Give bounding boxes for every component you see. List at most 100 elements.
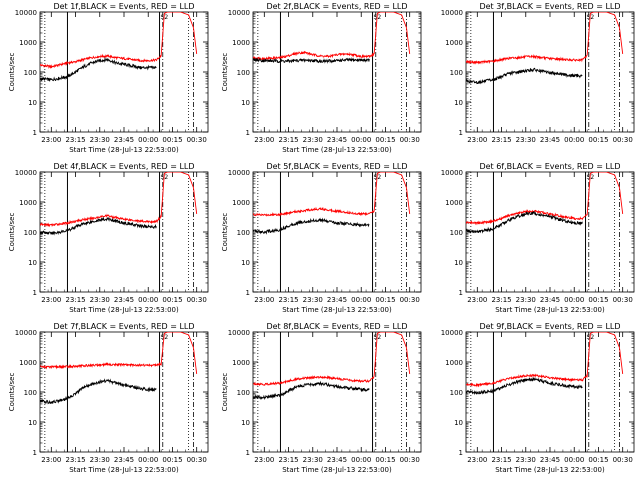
panel-title: Det 1f,BLACK = Events, RED = LLD [53, 2, 194, 11]
x-tick-label: 00:15 [375, 456, 395, 464]
x-tick-label: 23:45 [540, 296, 560, 304]
lld-series-line [466, 332, 624, 388]
x-tick-label: 00:30 [187, 296, 207, 304]
x-axis-label: Start Time (28-Jul-13 22:53:00) [495, 306, 605, 314]
y-tick-label: 100 [237, 389, 250, 397]
lld-series-line [466, 172, 624, 226]
y-tick-label: 1 [459, 129, 463, 137]
y-axis-label: Counts/sec [8, 53, 16, 92]
x-tick-label: 23:15 [65, 296, 85, 304]
y-tick-label: 100 [450, 69, 463, 77]
panel-title: Det 9f,BLACK = Events, RED = LLD [479, 322, 620, 331]
x-tick-label: 23:00 [467, 136, 487, 144]
y-tick-label: 1 [246, 289, 250, 297]
y-tick-label: 100 [24, 69, 37, 77]
x-tick-label: 23:30 [90, 456, 110, 464]
x-tick-label: 23:45 [114, 456, 134, 464]
lld-series-line [466, 12, 624, 65]
x-axis-label: Start Time (28-Jul-13 22:53:00) [282, 466, 392, 474]
x-tick-label: 00:15 [588, 136, 608, 144]
lld-series-line [40, 172, 198, 228]
y-axis-label: Counts/sec [221, 373, 229, 412]
x-tick-label: 00:00 [138, 136, 158, 144]
x-tick-label: 00:30 [187, 456, 207, 464]
x-tick-label: 00:15 [375, 136, 395, 144]
plot-frame [252, 331, 422, 453]
panel-title: Det 7f,BLACK = Events, RED = LLD [53, 322, 194, 331]
x-tick-label: 23:30 [516, 136, 536, 144]
y-tick-label: 1000 [232, 359, 250, 367]
y-tick-label: 1000 [19, 39, 37, 47]
y-tick-label: 10000 [228, 169, 250, 177]
y-tick-label: 1000 [19, 359, 37, 367]
x-tick-label: 23:45 [327, 296, 347, 304]
x-tick-label: 23:45 [540, 136, 560, 144]
y-tick-label: 10000 [441, 169, 463, 177]
y-tick-label: 1 [33, 449, 37, 457]
x-tick-label: 00:30 [613, 136, 633, 144]
x-tick-label: 00:15 [162, 296, 182, 304]
y-axis-label: Counts/sec [8, 213, 16, 252]
y-axis-label: Counts/sec [221, 53, 229, 92]
x-axis-label: Start Time (28-Jul-13 22:53:00) [282, 146, 392, 154]
y-tick-label: 100 [24, 229, 37, 237]
y-tick-label: 1000 [19, 199, 37, 207]
panel-det-1f: Det 1f,BLACK = Events, RED = LLDS2110100… [8, 2, 209, 154]
x-tick-label: 23:00 [254, 136, 274, 144]
x-tick-label: 23:30 [90, 136, 110, 144]
y-tick-label: 10 [28, 259, 37, 267]
events-series-line [40, 216, 157, 236]
x-tick-label: 00:00 [138, 456, 158, 464]
y-tick-label: 100 [237, 69, 250, 77]
events-series-line [253, 217, 370, 235]
panel-det-7f: Det 7f,BLACK = Events, RED = LLD S2 1 10 100… [8, 322, 209, 474]
x-tick-label: 23:30 [303, 136, 323, 144]
x-tick-label: 23:45 [327, 456, 347, 464]
events-series-line [253, 380, 370, 401]
x-tick-label: 23:15 [491, 296, 511, 304]
x-tick-label: 23:15 [65, 136, 85, 144]
events-series-line [466, 67, 583, 85]
y-tick-label: 1 [33, 289, 37, 297]
x-tick-label: 00:30 [613, 456, 633, 464]
y-tick-label: 10 [28, 99, 37, 107]
x-tick-label: 23:00 [41, 136, 61, 144]
x-tick-label: 23:15 [278, 456, 298, 464]
x-axis-label: Start Time (28-Jul-13 22:53:00) [69, 146, 179, 154]
events-series-line [466, 376, 583, 396]
y-tick-label: 10000 [228, 9, 250, 17]
lld-series-line [253, 332, 411, 387]
lld-series-line [40, 332, 198, 374]
y-tick-label: 1 [246, 449, 250, 457]
panel-det-2f: Det 2f,BLACK = Events, RED = LLDS2110100… [221, 2, 422, 154]
events-series-line [466, 210, 583, 234]
y-tick-label: 100 [450, 229, 463, 237]
y-tick-label: 10 [28, 419, 37, 427]
y-tick-label: 10000 [441, 329, 463, 337]
panel-title: Det 3f,BLACK = Events, RED = LLD [479, 2, 620, 11]
plot-frame [465, 171, 635, 293]
y-tick-label: 100 [450, 389, 463, 397]
panel-det-8f: Det 8f,BLACK = Events, RED = LLDS2110100… [221, 322, 422, 474]
panel-det-5f: Det 5f,BLACK = Events, RED = LLDS2110100… [221, 162, 422, 314]
x-axis-label: Start Time (28-Jul-13 22:53:00) [282, 306, 392, 314]
x-tick-label: 23:45 [114, 296, 134, 304]
y-tick-label: 10 [454, 419, 463, 427]
x-tick-label: 23:30 [90, 296, 110, 304]
events-series-line [253, 57, 370, 64]
y-tick-label: 10 [241, 419, 250, 427]
y-tick-label: 1000 [232, 199, 250, 207]
x-tick-label: 23:00 [467, 456, 487, 464]
y-tick-label: 100 [237, 229, 250, 237]
x-tick-label: 00:30 [400, 136, 420, 144]
x-tick-label: 23:15 [65, 456, 85, 464]
marker-label: S2 [161, 334, 169, 341]
x-tick-label: 00:30 [187, 136, 207, 144]
panel-title: Det 6f,BLACK = Events, RED = LLD [479, 162, 620, 171]
x-tick-label: 00:15 [162, 136, 182, 144]
x-tick-label: 00:30 [400, 456, 420, 464]
y-tick-label: 10 [241, 259, 250, 267]
x-tick-label: 00:00 [351, 456, 371, 464]
lld-series-line [253, 172, 411, 217]
